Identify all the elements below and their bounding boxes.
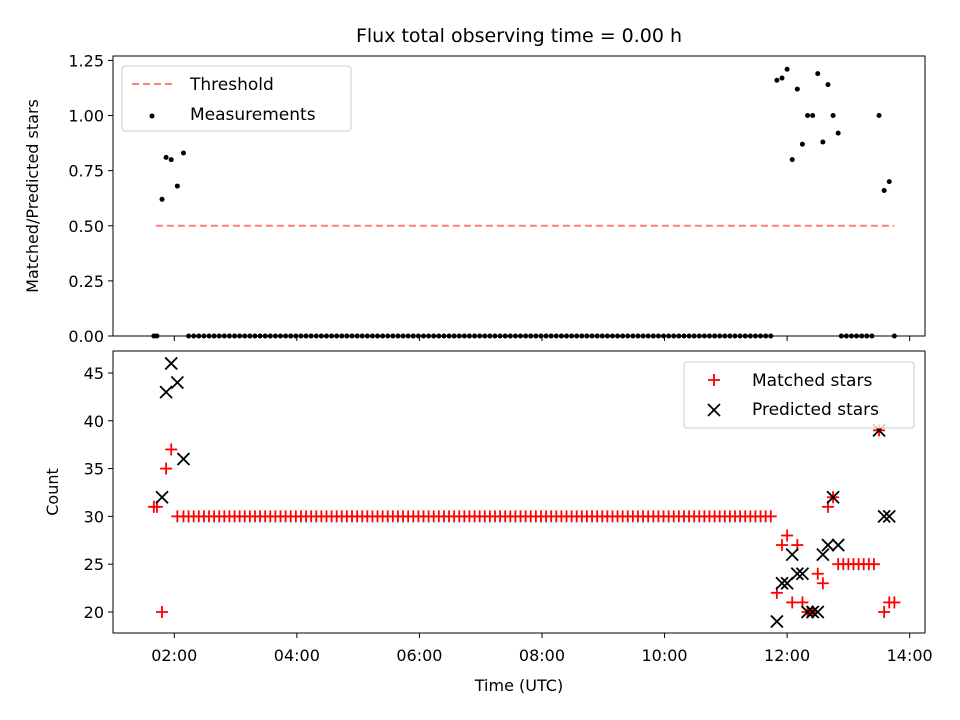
measurement-point	[835, 130, 841, 136]
top-ytick-label: 0.00	[68, 327, 104, 346]
measurement-point	[805, 113, 811, 119]
predicted-star-point	[800, 605, 815, 619]
predicted-star-point	[790, 567, 804, 581]
measurement-point	[820, 139, 826, 145]
bottom-legend-box	[683, 361, 915, 429]
top-ytick-label: 1.25	[68, 51, 104, 70]
top-xticks	[173, 336, 911, 341]
predicted-star-point	[775, 576, 789, 590]
top-ytick-label: 0.75	[68, 162, 104, 181]
predicted-star-point	[882, 509, 896, 524]
predicted-star-point	[176, 452, 191, 466]
figure-title: Flux total observing time = 0.00 h	[356, 25, 682, 47]
predicted-star-point	[816, 547, 830, 562]
legend-measurements-label: Measurements	[190, 105, 316, 125]
matched-star-point	[160, 462, 173, 475]
bottom-ytick-label: 45	[84, 364, 104, 383]
bottom-ytick-label: 40	[84, 412, 104, 431]
top-axes-frame	[112, 55, 926, 337]
measurement-point	[168, 157, 174, 163]
matched-star-point	[811, 567, 824, 580]
measurement-point	[774, 77, 780, 83]
legend-predicted-label: Predicted stars	[752, 400, 879, 420]
matched-star-point	[177, 510, 190, 523]
bottom-ytick-label: 30	[84, 507, 104, 526]
measurement-point	[180, 150, 186, 156]
bottom-ylabel: Count	[43, 468, 62, 516]
predicted-star-point	[795, 567, 810, 581]
predicted-star-point	[831, 538, 845, 552]
matched-star-point	[867, 558, 880, 571]
bottom-xtick-label: 02:00	[151, 646, 197, 665]
bottom-xtick-label: 06:00	[396, 646, 442, 665]
predicted-star-point	[811, 605, 825, 619]
legend-threshold-label: Threshold	[189, 75, 274, 95]
legend-predicted-swatch	[707, 403, 721, 417]
bottom-xtick-label: 10:00	[641, 646, 687, 665]
bottom-xtick-label: 14:00	[887, 646, 933, 665]
predicted-star-point	[877, 509, 891, 524]
matched-star-point	[888, 596, 901, 609]
matched-star-point	[165, 443, 178, 456]
matched-star-point	[816, 577, 829, 590]
predicted-star-point	[821, 538, 835, 552]
bottom-ytick-label: 35	[84, 460, 104, 479]
bottom-axes-frame	[112, 350, 926, 634]
bottom-ytick-label: 25	[84, 555, 104, 574]
measurement-point	[815, 71, 821, 77]
top-panel: 0.00 0.25 0.50 0.75 1.00 1.25 Matched/Predict…	[23, 51, 926, 346]
measurement-point	[830, 113, 836, 119]
measurement-point	[789, 157, 795, 163]
predicted-star-point	[826, 490, 840, 504]
measurement-point	[886, 179, 892, 185]
top-legend: Threshold Measurements	[121, 65, 352, 132]
predicted-star-point	[806, 605, 820, 619]
predicted-star-point	[159, 385, 173, 399]
matched-star-point	[776, 539, 789, 552]
bottom-xtick-label: 04:00	[274, 646, 320, 665]
bottom-xlabel: Time (UTC)	[474, 676, 563, 695]
measurement-point	[163, 154, 169, 160]
measurement-point	[159, 196, 165, 202]
bottom-panel: 20 25 30 35 40 45 02:00 04:00 06:00 08:00 10:00 12…	[43, 350, 933, 695]
top-legend-box	[121, 65, 352, 132]
top-yticks: 0.00 0.25 0.50 0.75 1.00 1.25	[68, 51, 113, 346]
bottom-ytick-label: 20	[84, 603, 104, 622]
predicted-star-point	[164, 356, 178, 371]
matched-star-point	[786, 596, 799, 609]
predicted-star-point	[155, 490, 169, 504]
legend-matched-swatch	[708, 374, 720, 386]
matched-star-point	[156, 605, 169, 618]
bottom-yticks: 20 25 30 35 40 45	[84, 364, 113, 622]
measurement-point	[779, 75, 785, 81]
bottom-legend: Matched stars Predicted stars	[683, 361, 915, 429]
top-ylabel: Matched/Predicted stars	[23, 99, 42, 293]
legend-matched-label: Matched stars	[752, 371, 872, 391]
matched-star-point	[878, 605, 891, 618]
top-ytick-label: 0.50	[68, 217, 104, 236]
measurement-point	[825, 82, 831, 88]
legend-measurements-swatch	[149, 113, 155, 119]
measurement-point	[799, 141, 805, 147]
predicted-star-point	[170, 375, 184, 390]
measurement-point	[794, 86, 800, 92]
matched-star-point	[764, 510, 777, 523]
measurement-point	[784, 66, 790, 72]
predicted-star-point	[770, 614, 784, 629]
matched-star-point	[781, 529, 794, 542]
bottom-xtick-label: 08:00	[519, 646, 565, 665]
predicted-star-point	[785, 547, 799, 562]
measurement-point	[174, 183, 180, 189]
measurement-point	[881, 187, 887, 193]
bottom-xticks: 02:00 04:00 06:00 08:00 10:00 12:00 14:00	[151, 633, 933, 665]
bottom-marks	[147, 356, 901, 629]
top-ytick-label: 0.25	[68, 272, 104, 291]
measurement-point	[876, 113, 882, 119]
bottom-xtick-label: 12:00	[764, 646, 810, 665]
top-ytick-label: 1.00	[68, 107, 104, 126]
measurement-point	[810, 113, 816, 119]
